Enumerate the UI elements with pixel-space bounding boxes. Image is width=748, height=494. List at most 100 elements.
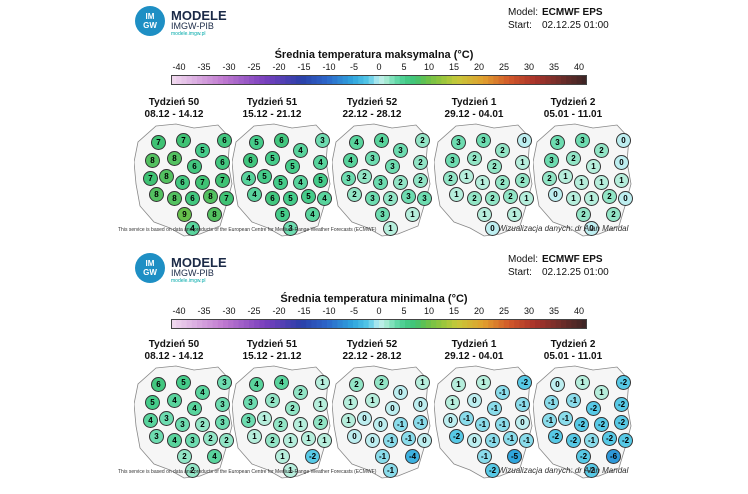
colorbar-segment [181, 319, 188, 329]
station-value: 4 [374, 133, 389, 148]
colorbar-segment [186, 75, 193, 85]
station-value: 5 [145, 395, 160, 410]
colorbar-segment [373, 319, 380, 329]
colorbar-segment [280, 319, 286, 329]
station-value: 3 [476, 133, 491, 148]
station-value: 1 [341, 413, 356, 428]
station-value: 2 [413, 155, 428, 170]
station-value: 7 [219, 191, 234, 206]
station-value: 7 [151, 135, 166, 150]
station-value: -1 [459, 411, 474, 426]
station-value: 7 [215, 173, 230, 188]
week-label: Tydzień 1 [451, 339, 497, 350]
colorbar-segment [269, 319, 276, 329]
week-heading: Tydzień 1 29.12 - 04.01 [424, 97, 524, 121]
colorbar-segment [347, 75, 354, 85]
colorbar-segment [571, 75, 578, 85]
station-value: -2 [517, 375, 532, 390]
colorbar-segment [467, 319, 474, 329]
colorbar-segment [488, 319, 494, 329]
station-value: -1 [566, 393, 581, 408]
station-value: 4 [143, 413, 158, 428]
colorbar-segment [259, 319, 266, 329]
colorbar-segment [509, 319, 515, 329]
station-value: 6 [217, 133, 232, 148]
colorbar-tick-label: -40 [172, 62, 186, 72]
station-value: 3 [373, 175, 388, 190]
station-value: 5 [249, 135, 264, 150]
station-value: 5 [176, 375, 191, 390]
station-value: 0 [515, 415, 530, 430]
station-value: 3 [341, 171, 356, 186]
colorbar-segment [509, 75, 515, 85]
colorbar-segment [212, 319, 219, 329]
station-value: 0 [365, 433, 380, 448]
station-value: 3 [401, 189, 416, 204]
colorbar-segment [493, 319, 500, 329]
station-value: 1 [566, 191, 581, 206]
station-value: 8 [159, 169, 174, 184]
colorbar-segment [285, 75, 292, 85]
colorbar-segment [519, 75, 526, 85]
colorbar-segment [228, 319, 234, 329]
colorbar-segment [197, 319, 203, 329]
start-value: 02.12.25 01:00 [542, 267, 609, 278]
station-value: 3 [159, 411, 174, 426]
station-value: 4 [343, 153, 358, 168]
colorbar-segment [514, 75, 520, 85]
station-value: 2 [495, 143, 510, 158]
logo-url: modele.imgw.pl [171, 278, 206, 284]
station-value: 2 [265, 393, 280, 408]
colorbar-segment [363, 319, 370, 329]
station-value: 7 [195, 175, 210, 190]
colorbar-tick-label: 20 [473, 306, 484, 316]
colorbar-segment [202, 75, 208, 85]
author-credit: Wizualizacja danych: dr Alan Mandal [498, 466, 629, 475]
station-value: 1 [574, 175, 589, 190]
week-heading: Tydzień 52 22.12 - 28.12 [322, 97, 422, 121]
station-value: 0 [616, 133, 631, 148]
station-value: 3 [215, 397, 230, 412]
colorbar-tick-label: 20 [473, 62, 484, 72]
week-heading: Tydzień 1 29.12 - 04.01 [424, 339, 524, 363]
colorbar-segment [550, 75, 557, 85]
colorbar-tick-label: 30 [523, 62, 534, 72]
colorbar-segment [249, 319, 255, 329]
colorbar-segment [321, 319, 328, 329]
colorbar-gradient [171, 319, 587, 329]
station-value: 6 [265, 191, 280, 206]
station-value: 1 [519, 191, 534, 206]
colorbar-tick-label: -40 [172, 306, 186, 316]
station-value: 2 [467, 151, 482, 166]
station-value: 2 [349, 377, 364, 392]
station-value: 1 [575, 375, 590, 390]
colorbar-segment [498, 319, 505, 329]
colorbar-segment [514, 319, 520, 329]
author-credit: Wizualizacja danych: dr Alan Mandal [498, 224, 629, 233]
station-value: 1 [383, 221, 398, 236]
colorbar-tick-label: -30 [222, 62, 236, 72]
station-value: 5 [313, 173, 328, 188]
station-value: 6 [175, 175, 190, 190]
station-value: 3 [550, 135, 565, 150]
station-value: 0 [548, 187, 563, 202]
colorbar-segment [431, 319, 437, 329]
week-dates: 08.12 - 14.12 [144, 351, 204, 362]
colorbar-segment [405, 75, 411, 85]
week-dates: 15.12 - 21.12 [242, 109, 302, 120]
colorbar-segment [233, 75, 240, 85]
station-value: 0 [517, 133, 532, 148]
station-value: 2 [203, 431, 218, 446]
colorbar-segment [316, 75, 323, 85]
station-value: 1 [476, 375, 491, 390]
station-value: 1 [475, 175, 490, 190]
colorbar-segment [223, 75, 229, 85]
station-value: 5 [283, 191, 298, 206]
station-value: -1 [584, 433, 599, 448]
colorbar-segment [519, 319, 526, 329]
start-value: 02.12.25 01:00 [542, 20, 609, 31]
station-value: 2 [313, 415, 328, 430]
imgw-logo: IM GW MODELE IMGW-PIB modele.imgw.pl [135, 6, 265, 38]
